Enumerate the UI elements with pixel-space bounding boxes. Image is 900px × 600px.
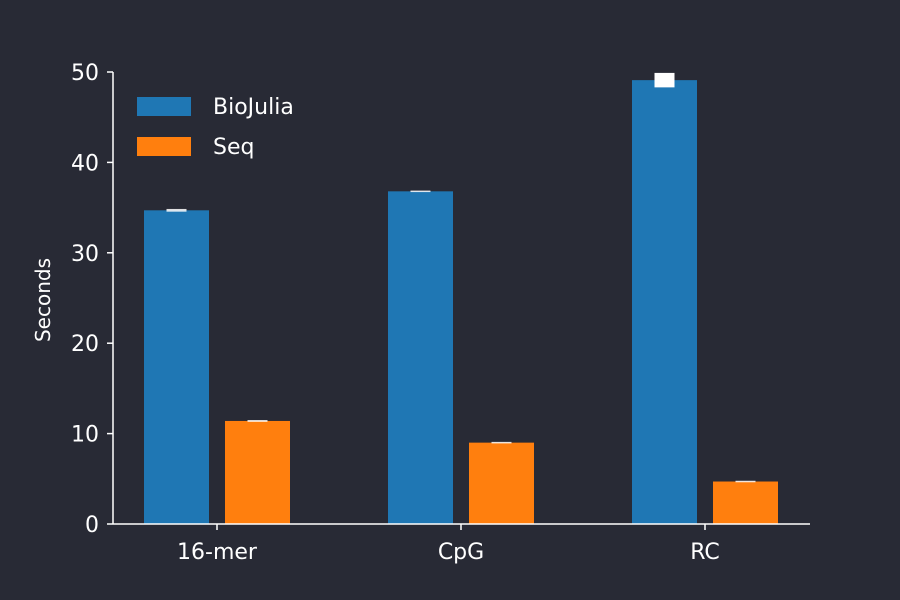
y-tick-label: 20 xyxy=(71,332,99,357)
bar-biojulia-cpg xyxy=(388,191,453,524)
x-tick-label-cpg: CpG xyxy=(438,540,484,565)
x-tick-label-rc: RC xyxy=(690,540,720,565)
bars-group xyxy=(144,80,778,525)
legend-label-seq: Seq xyxy=(213,135,254,160)
bar-seq-cpg xyxy=(469,442,534,524)
error-bar-biojulia-cpg xyxy=(410,190,431,193)
bar-biojulia-16-mer xyxy=(144,210,209,524)
legend-label-biojulia: BioJulia xyxy=(213,95,294,120)
y-tick-label: 50 xyxy=(71,61,99,86)
y-tick-label: 40 xyxy=(71,151,99,176)
error-bar-biojulia-16-mer xyxy=(166,208,187,212)
y-ticks-group: 0 10 20 30 40 50 xyxy=(71,61,113,538)
x-ticks-group: 16-mer CpG RC xyxy=(177,524,720,565)
error-bar-seq-rc xyxy=(735,480,756,483)
bar-seq-16-mer xyxy=(225,420,290,524)
y-tick-label: 0 xyxy=(85,513,99,538)
x-tick-label-16-mer: 16-mer xyxy=(177,540,258,565)
bar-biojulia-rc xyxy=(632,80,697,525)
error-bar-seq-cpg xyxy=(491,441,512,444)
legend-swatch-seq xyxy=(137,137,191,156)
bar-seq-rc xyxy=(713,481,778,524)
y-tick-label: 30 xyxy=(71,242,99,267)
legend: BioJulia Seq xyxy=(137,95,294,160)
legend-swatch-biojulia xyxy=(137,97,191,116)
error-bars-group xyxy=(166,72,756,483)
y-tick-label: 10 xyxy=(71,423,99,448)
error-bar-seq-16-mer xyxy=(247,420,268,422)
y-axis-label: Seconds xyxy=(31,258,55,342)
error-bar-biojulia-rc xyxy=(654,72,675,88)
